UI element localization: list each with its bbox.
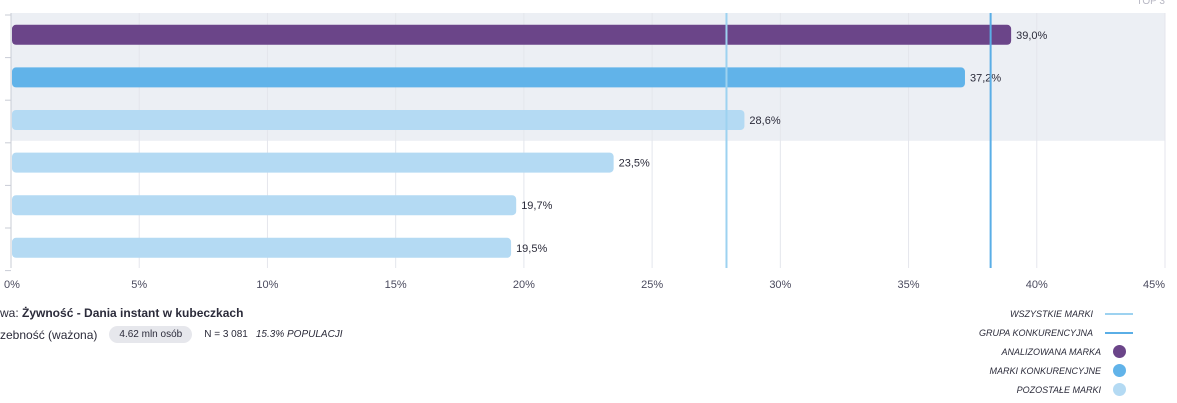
legend-line-swatch (1105, 331, 1133, 334)
bar (12, 152, 614, 173)
x-tick-label: 10% (256, 279, 278, 291)
bar-value-label: 39,0% (1016, 30, 1047, 42)
legend-item-all-brands: WSZYSTKIE MARKI (933, 304, 1133, 323)
x-tick-label: 15% (385, 279, 407, 291)
x-tick-label: 0% (4, 279, 20, 291)
x-tick-label: 20% (513, 279, 535, 291)
legend-item-competitor-brands: MARKI KONKURENCYJNE (933, 361, 1133, 380)
bar-value-label: 19,7% (521, 200, 552, 212)
population-label: zebność (ważona) (0, 327, 98, 342)
bar-value-label: 23,5% (619, 158, 650, 170)
legend-dot-swatch (1113, 383, 1126, 396)
legend-label: POZOSTAŁE MARKI (1016, 384, 1101, 395)
bar-value-label: 37,2% (970, 72, 1001, 84)
x-tick-label: 5% (131, 279, 147, 291)
legend-line-swatch (1105, 312, 1133, 315)
legend-label: ANALIZOWANA MARKA (1001, 346, 1101, 357)
footer-info: wa: Żywność - Dania instant w kubeczkach… (0, 306, 343, 343)
legend-dot-swatch (1113, 345, 1126, 358)
x-tick-label: 25% (641, 279, 663, 291)
bar (12, 195, 517, 216)
population-percent: 15.3% POPULACJI (255, 329, 343, 340)
bar (12, 24, 1012, 45)
category-prefix: wa: (0, 306, 23, 320)
legend: WSZYSTKIE MARKI GRUPA KONKURENCYJNA ANAL… (933, 304, 1133, 399)
bar (12, 67, 965, 88)
x-tick-label: 40% (1026, 279, 1048, 291)
category-line: wa: Żywność - Dania instant w kubeczkach (0, 306, 343, 320)
top-3-label: TOP 3 (1136, 0, 1165, 7)
legend-dot-swatch (1113, 364, 1126, 377)
sample-size: N = 3 081 (204, 329, 248, 340)
bar-value-label: 19,5% (516, 243, 547, 255)
x-tick-label: 45% (1143, 279, 1165, 291)
bar (12, 110, 745, 130)
population-line: zebność (ważona) 4.62 mln osób N = 3 081… (0, 326, 343, 343)
legend-label: WSZYSTKIE MARKI (1009, 308, 1093, 319)
bar (12, 237, 512, 258)
x-tick-label: 35% (898, 279, 920, 291)
legend-label: MARKI KONKURENCYJNE (989, 365, 1101, 376)
population-pill: 4.62 mln osób (109, 326, 193, 343)
bar-chart: 0% 5% 10% 15% 20% 25% 30% 35% 40% 45% 39,0% 37,2% 28… (4, 0, 1166, 291)
legend-item-analyzed-brand: ANALIZOWANA MARKA (933, 342, 1133, 361)
legend-item-competitor-group: GRUPA KONKURENCYJNA (933, 323, 1133, 342)
category-name: Żywność - Dania instant w kubeczkach (22, 306, 244, 320)
legend-label: GRUPA KONKURENCYJNA (978, 327, 1093, 338)
legend-item-other-brands: POZOSTAŁE MARKI (933, 380, 1133, 399)
bar-value-label: 28,6% (749, 115, 780, 127)
x-tick-label: 30% (769, 279, 791, 291)
